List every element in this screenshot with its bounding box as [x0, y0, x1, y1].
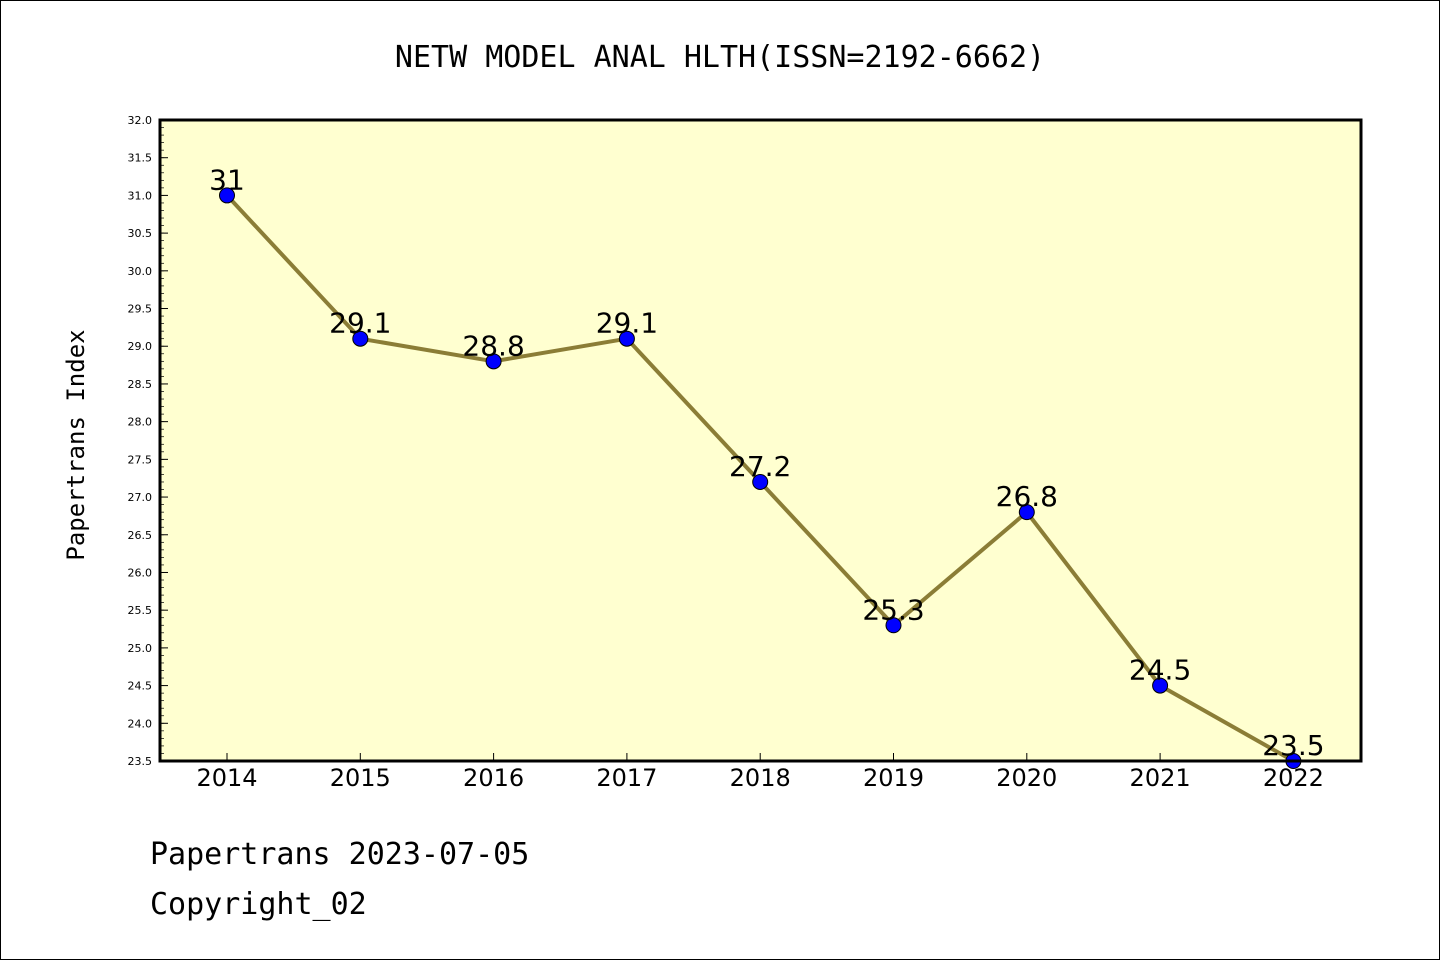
plot-area	[160, 120, 1361, 761]
y-tick-label: 26.5	[128, 529, 153, 542]
data-point-2021	[1152, 677, 1169, 694]
data-label-2018: 27.2	[729, 450, 791, 483]
y-tick-label: 25.5	[128, 604, 153, 617]
data-label-2021: 24.5	[1129, 654, 1191, 687]
data-point-2014	[219, 187, 235, 204]
x-tick-label: 2016	[463, 764, 524, 792]
data-point-2018	[752, 473, 769, 490]
x-tick-label: 2014	[196, 764, 257, 792]
x-tick-label: 2021	[1130, 764, 1191, 792]
series-marker-group	[219, 187, 1302, 769]
y-tick-label: 24.0	[128, 717, 153, 730]
y-tick-label: 29.5	[128, 303, 153, 316]
y-tick-label: 27.5	[128, 453, 153, 466]
y-axis-ticks: 23.5 24.0 24.5 25.0 25.5 26.0 26.5 27.0 27.5 28.0…	[128, 114, 168, 768]
y-tick-label: 26.0	[128, 566, 153, 579]
y-tick-label: 31.5	[128, 152, 153, 165]
data-label-2022: 23.5	[1262, 729, 1324, 762]
y-tick-label: 23.5	[128, 755, 153, 768]
x-tick-label: 2017	[596, 764, 657, 792]
chart-title: NETW MODEL ANAL HLTH(ISSN=2192-6662)	[395, 40, 1045, 75]
data-label-2014: 31	[209, 163, 245, 196]
x-tick-label: 2018	[730, 764, 791, 792]
footer-copyright: Copyright_02	[150, 887, 367, 922]
data-point-2017	[618, 330, 635, 347]
y-tick-label: 28.5	[128, 378, 153, 391]
data-label-2016: 28.8	[462, 329, 524, 362]
footer-date: Papertrans 2023-07-05	[150, 837, 529, 872]
x-tick-label: 2015	[330, 764, 391, 792]
x-tick-label: 2020	[996, 764, 1057, 792]
data-label-2019: 25.3	[862, 593, 924, 626]
x-tick-label: 2019	[863, 764, 924, 792]
y-tick-label: 25.0	[128, 642, 153, 655]
y-axis-label: Papertrans Index	[62, 329, 90, 560]
data-label-2020: 26.8	[996, 480, 1058, 513]
data-point-2020	[1018, 504, 1035, 521]
data-label-group: 31 29.1 28.8 29.1 27.2 25.3 26.8 24.5 23.5	[209, 163, 1324, 762]
data-point-2016	[485, 353, 502, 370]
data-point-2019	[885, 617, 902, 634]
data-label-2017: 29.1	[596, 307, 658, 340]
y-tick-label: 31.0	[128, 189, 153, 202]
data-point-2015	[352, 330, 369, 347]
y-tick-label: 24.5	[128, 680, 153, 693]
y-tick-label: 29.0	[128, 340, 153, 353]
y-tick-label: 30.0	[128, 265, 153, 278]
y-tick-label: 32.0	[128, 114, 153, 127]
data-label-2015: 29.1	[329, 307, 391, 340]
y-tick-label: 28.0	[128, 416, 153, 429]
y-tick-label: 30.5	[128, 227, 153, 240]
y-tick-label: 27.0	[128, 491, 153, 504]
plot-frame	[158, 118, 1363, 763]
